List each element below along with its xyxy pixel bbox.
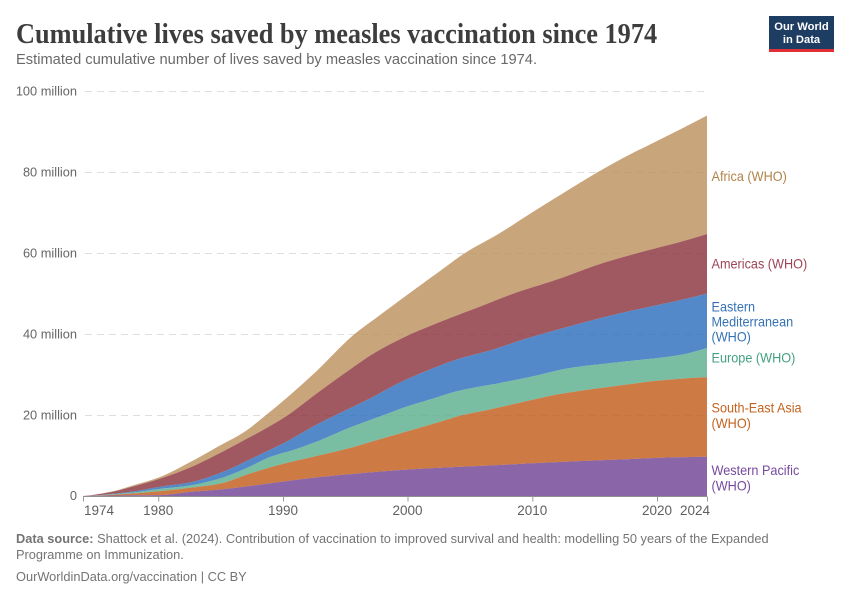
svg-text:1980: 1980 [143, 503, 173, 518]
svg-text:100 million: 100 million [16, 84, 77, 99]
svg-text:1974: 1974 [84, 503, 115, 518]
svg-text:2024: 2024 [680, 503, 711, 518]
svg-text:Western Pacific: Western Pacific [712, 462, 800, 478]
svg-text:Africa (WHO): Africa (WHO) [712, 168, 787, 184]
svg-text:2010: 2010 [517, 503, 547, 518]
svg-text:60 million: 60 million [23, 246, 77, 261]
svg-text:South-East Asia: South-East Asia [712, 400, 802, 416]
svg-text:40 million: 40 million [23, 327, 77, 342]
svg-text:2020: 2020 [642, 503, 672, 518]
svg-text:(WHO): (WHO) [712, 415, 751, 431]
svg-text:Eastern: Eastern [712, 298, 756, 314]
svg-text:Europe (WHO): Europe (WHO) [712, 350, 796, 366]
svg-text:2000: 2000 [392, 503, 422, 518]
svg-text:Mediterranean: Mediterranean [712, 314, 794, 330]
svg-text:1990: 1990 [268, 503, 298, 518]
svg-text:80 million: 80 million [23, 165, 77, 180]
svg-text:(WHO): (WHO) [712, 329, 751, 345]
svg-text:(WHO): (WHO) [712, 477, 751, 493]
svg-text:Americas (WHO): Americas (WHO) [712, 256, 808, 272]
svg-text:20 million: 20 million [23, 408, 77, 423]
svg-text:0: 0 [70, 488, 77, 503]
